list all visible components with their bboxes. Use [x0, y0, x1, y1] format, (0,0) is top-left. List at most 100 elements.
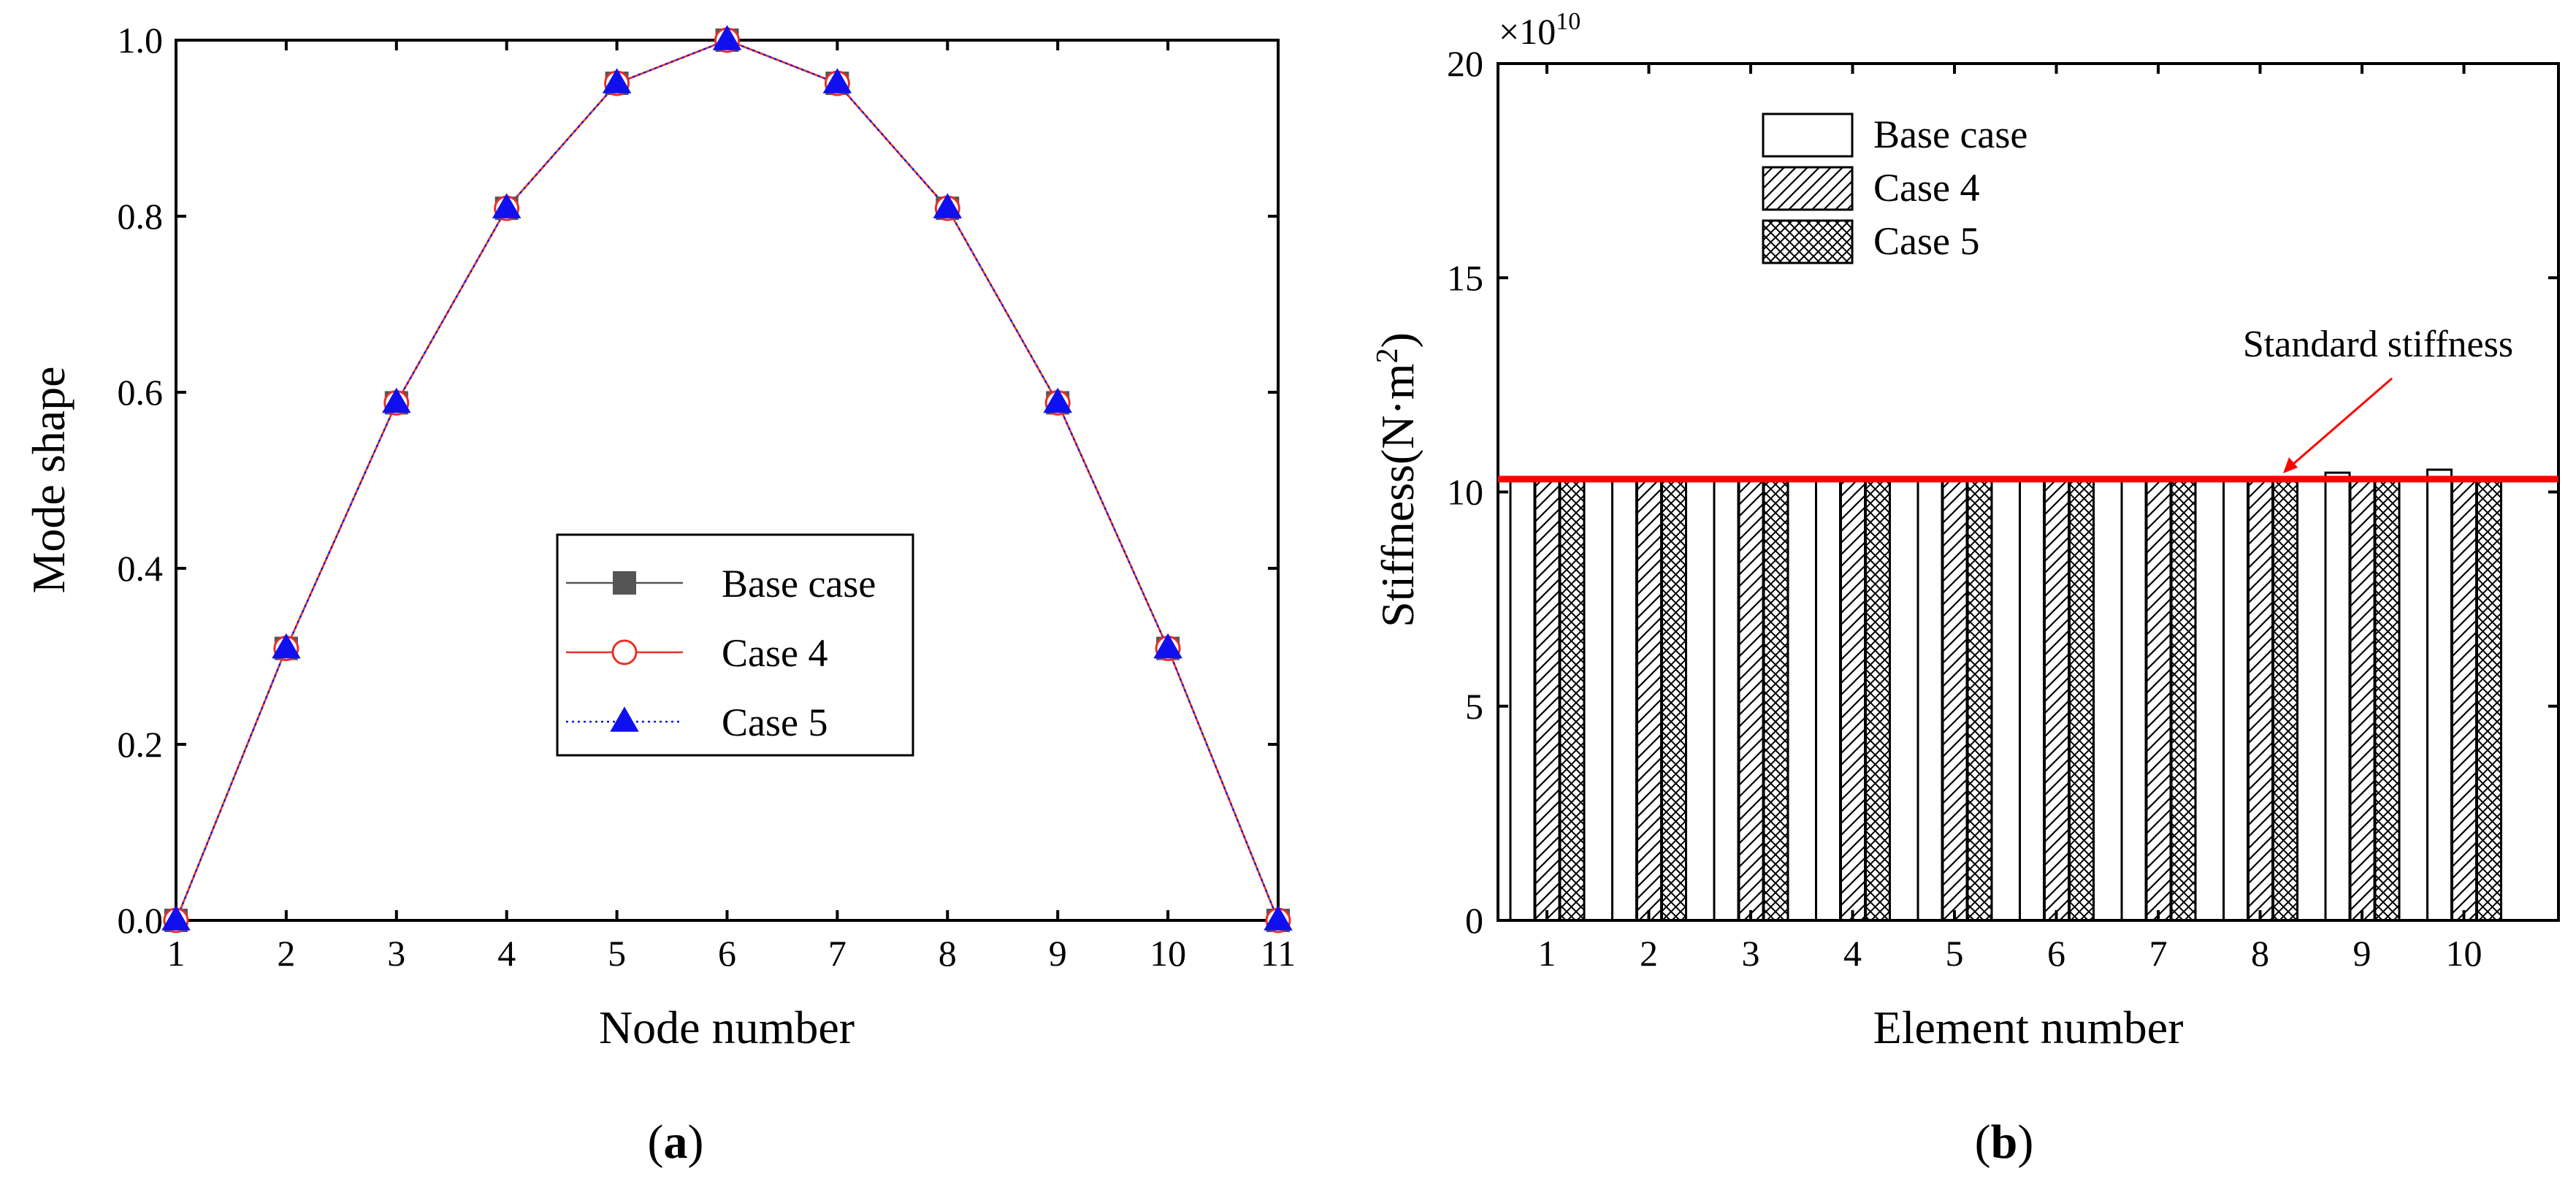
data-point-3 — [1264, 905, 1293, 931]
bar-2 — [1636, 478, 1662, 922]
x-tick-label-b: 3 — [1742, 933, 1760, 974]
x-tick-label-a: 6 — [718, 933, 736, 974]
legend-marker-3 — [610, 706, 639, 732]
y-multiplier-b: ×1010 — [1499, 8, 1581, 52]
legend-swatch-1 — [1762, 112, 1854, 158]
y-tick-label-b: 15 — [1447, 257, 1483, 298]
bar-2 — [1941, 478, 1968, 922]
x-tick-label-b: 9 — [2353, 933, 2371, 974]
y-tick-label-a: 0.0 — [118, 900, 164, 941]
data-point-3 — [1153, 633, 1182, 659]
x-tick-label-b: 1 — [1538, 933, 1556, 974]
bar-1 — [1611, 478, 1637, 922]
y-tick-label-b: 20 — [1447, 43, 1483, 84]
data-point-3 — [382, 387, 411, 413]
legend-label-1: Base case — [722, 562, 876, 606]
x-tick-label-b: 10 — [2446, 933, 2483, 974]
panel-label-a: (a) — [648, 1115, 704, 1169]
bar-1 — [2223, 478, 2249, 922]
y-tick-label-a: 0.8 — [118, 196, 164, 237]
data-point-3 — [933, 193, 963, 218]
legend-label-3: Case 5 — [722, 701, 828, 744]
legend-label-b-3: Case 5 — [1873, 219, 1979, 263]
bar-3 — [2170, 478, 2197, 922]
x-tick-label-b: 4 — [1843, 933, 1862, 974]
bar-1 — [2019, 478, 2045, 922]
data-point-3 — [822, 68, 852, 93]
bar-2 — [2044, 478, 2070, 922]
series-line-2 — [175, 39, 1280, 921]
x-tick-label-a: 3 — [387, 933, 405, 974]
bar-3 — [1661, 478, 1687, 922]
bar-2 — [1840, 478, 1866, 922]
series-line-3 — [175, 39, 1280, 921]
bar-1 — [1916, 478, 1944, 922]
data-point-3 — [492, 193, 521, 218]
bar-3 — [2374, 478, 2401, 922]
bar-2 — [2349, 478, 2376, 922]
legend-swatch-3 — [1762, 219, 1854, 264]
data-point-3 — [1043, 387, 1072, 413]
panel-label-b: (b) — [1975, 1115, 2034, 1169]
reference-arrow — [2287, 377, 2393, 470]
x-axis-title-b: Element number — [1873, 1001, 2184, 1053]
x-tick-label-b: 6 — [2047, 933, 2065, 974]
x-tick-label-a: 1 — [167, 933, 186, 974]
bar-1 — [2324, 471, 2351, 922]
bar-2 — [2451, 478, 2477, 922]
y-axis-title-b: Stiffness(N·m2) — [1371, 332, 1423, 627]
bar-1 — [2120, 478, 2147, 922]
legend-label-b-2: Case 4 — [1873, 166, 1979, 210]
bar-2 — [1738, 478, 1765, 922]
bar-3 — [2476, 478, 2502, 922]
y-tick-label-b: 10 — [1447, 472, 1483, 513]
bar-3 — [1762, 478, 1789, 922]
bar-3 — [1865, 478, 1891, 922]
bar-3 — [1559, 478, 1586, 922]
x-tick-label-b: 7 — [2149, 933, 2168, 974]
bar-3 — [2068, 478, 2095, 922]
data-point-3 — [272, 633, 301, 659]
chart-a: 1 2 3 4 5 6 7 8 9 10 11 0.0 0.2 0.4 0.6 0.8 1.0 Node num… — [23, 20, 1296, 1169]
x-tick-label-b: 5 — [1946, 933, 1964, 974]
legend-b: Base case Case 4 Case 5 — [1762, 112, 2027, 264]
plot-frame-a — [175, 39, 1280, 922]
bar-1 — [1509, 478, 1536, 922]
y-tick-label-a: 0.6 — [118, 372, 164, 413]
x-tick-label-a: 9 — [1049, 933, 1067, 974]
legend-label-2: Case 4 — [722, 631, 828, 675]
data-point-3 — [161, 905, 191, 931]
reference-line-label: Standard stiffness — [2243, 324, 2513, 365]
x-tick-label-a: 5 — [608, 933, 626, 974]
bar-3 — [1966, 478, 1993, 922]
bar-1 — [2426, 468, 2453, 922]
y-tick-label-a: 0.2 — [118, 724, 164, 765]
x-axis-title-a: Node number — [599, 1001, 855, 1053]
y-tick-label-b: 0 — [1465, 900, 1483, 941]
bar-1 — [1713, 478, 1740, 922]
y-axis-title-a: Mode shape — [23, 366, 74, 593]
x-tick-label-a: 4 — [497, 933, 516, 974]
x-tick-label-b: 2 — [1640, 933, 1658, 974]
series-line-1 — [175, 39, 1280, 921]
legend-a: Base case Case 4 Case 5 — [556, 533, 914, 757]
x-tick-label-a: 8 — [939, 933, 957, 974]
bar-3 — [2272, 478, 2298, 922]
data-point-3 — [602, 68, 632, 93]
chart-b: 1 2 3 4 5 6 7 8 9 10 0 5 10 15 20 ×1010 Element number… — [1371, 8, 2560, 1169]
x-tick-label-a: 7 — [828, 933, 846, 974]
x-tick-label-a: 10 — [1150, 933, 1186, 974]
bar-1 — [1815, 478, 1841, 922]
bar-2 — [1534, 478, 1561, 922]
y-tick-label-b: 5 — [1465, 686, 1483, 727]
x-tick-label-a: 2 — [277, 933, 295, 974]
legend-marker-1 — [613, 571, 636, 595]
y-tick-label-a: 1.0 — [118, 20, 164, 61]
bar-2 — [2145, 478, 2172, 922]
x-tick-label-b: 8 — [2251, 933, 2269, 974]
reference-arrowhead — [2283, 457, 2298, 473]
data-point-3 — [712, 25, 742, 50]
bar-2 — [2247, 478, 2274, 922]
legend-marker-2 — [611, 639, 638, 665]
